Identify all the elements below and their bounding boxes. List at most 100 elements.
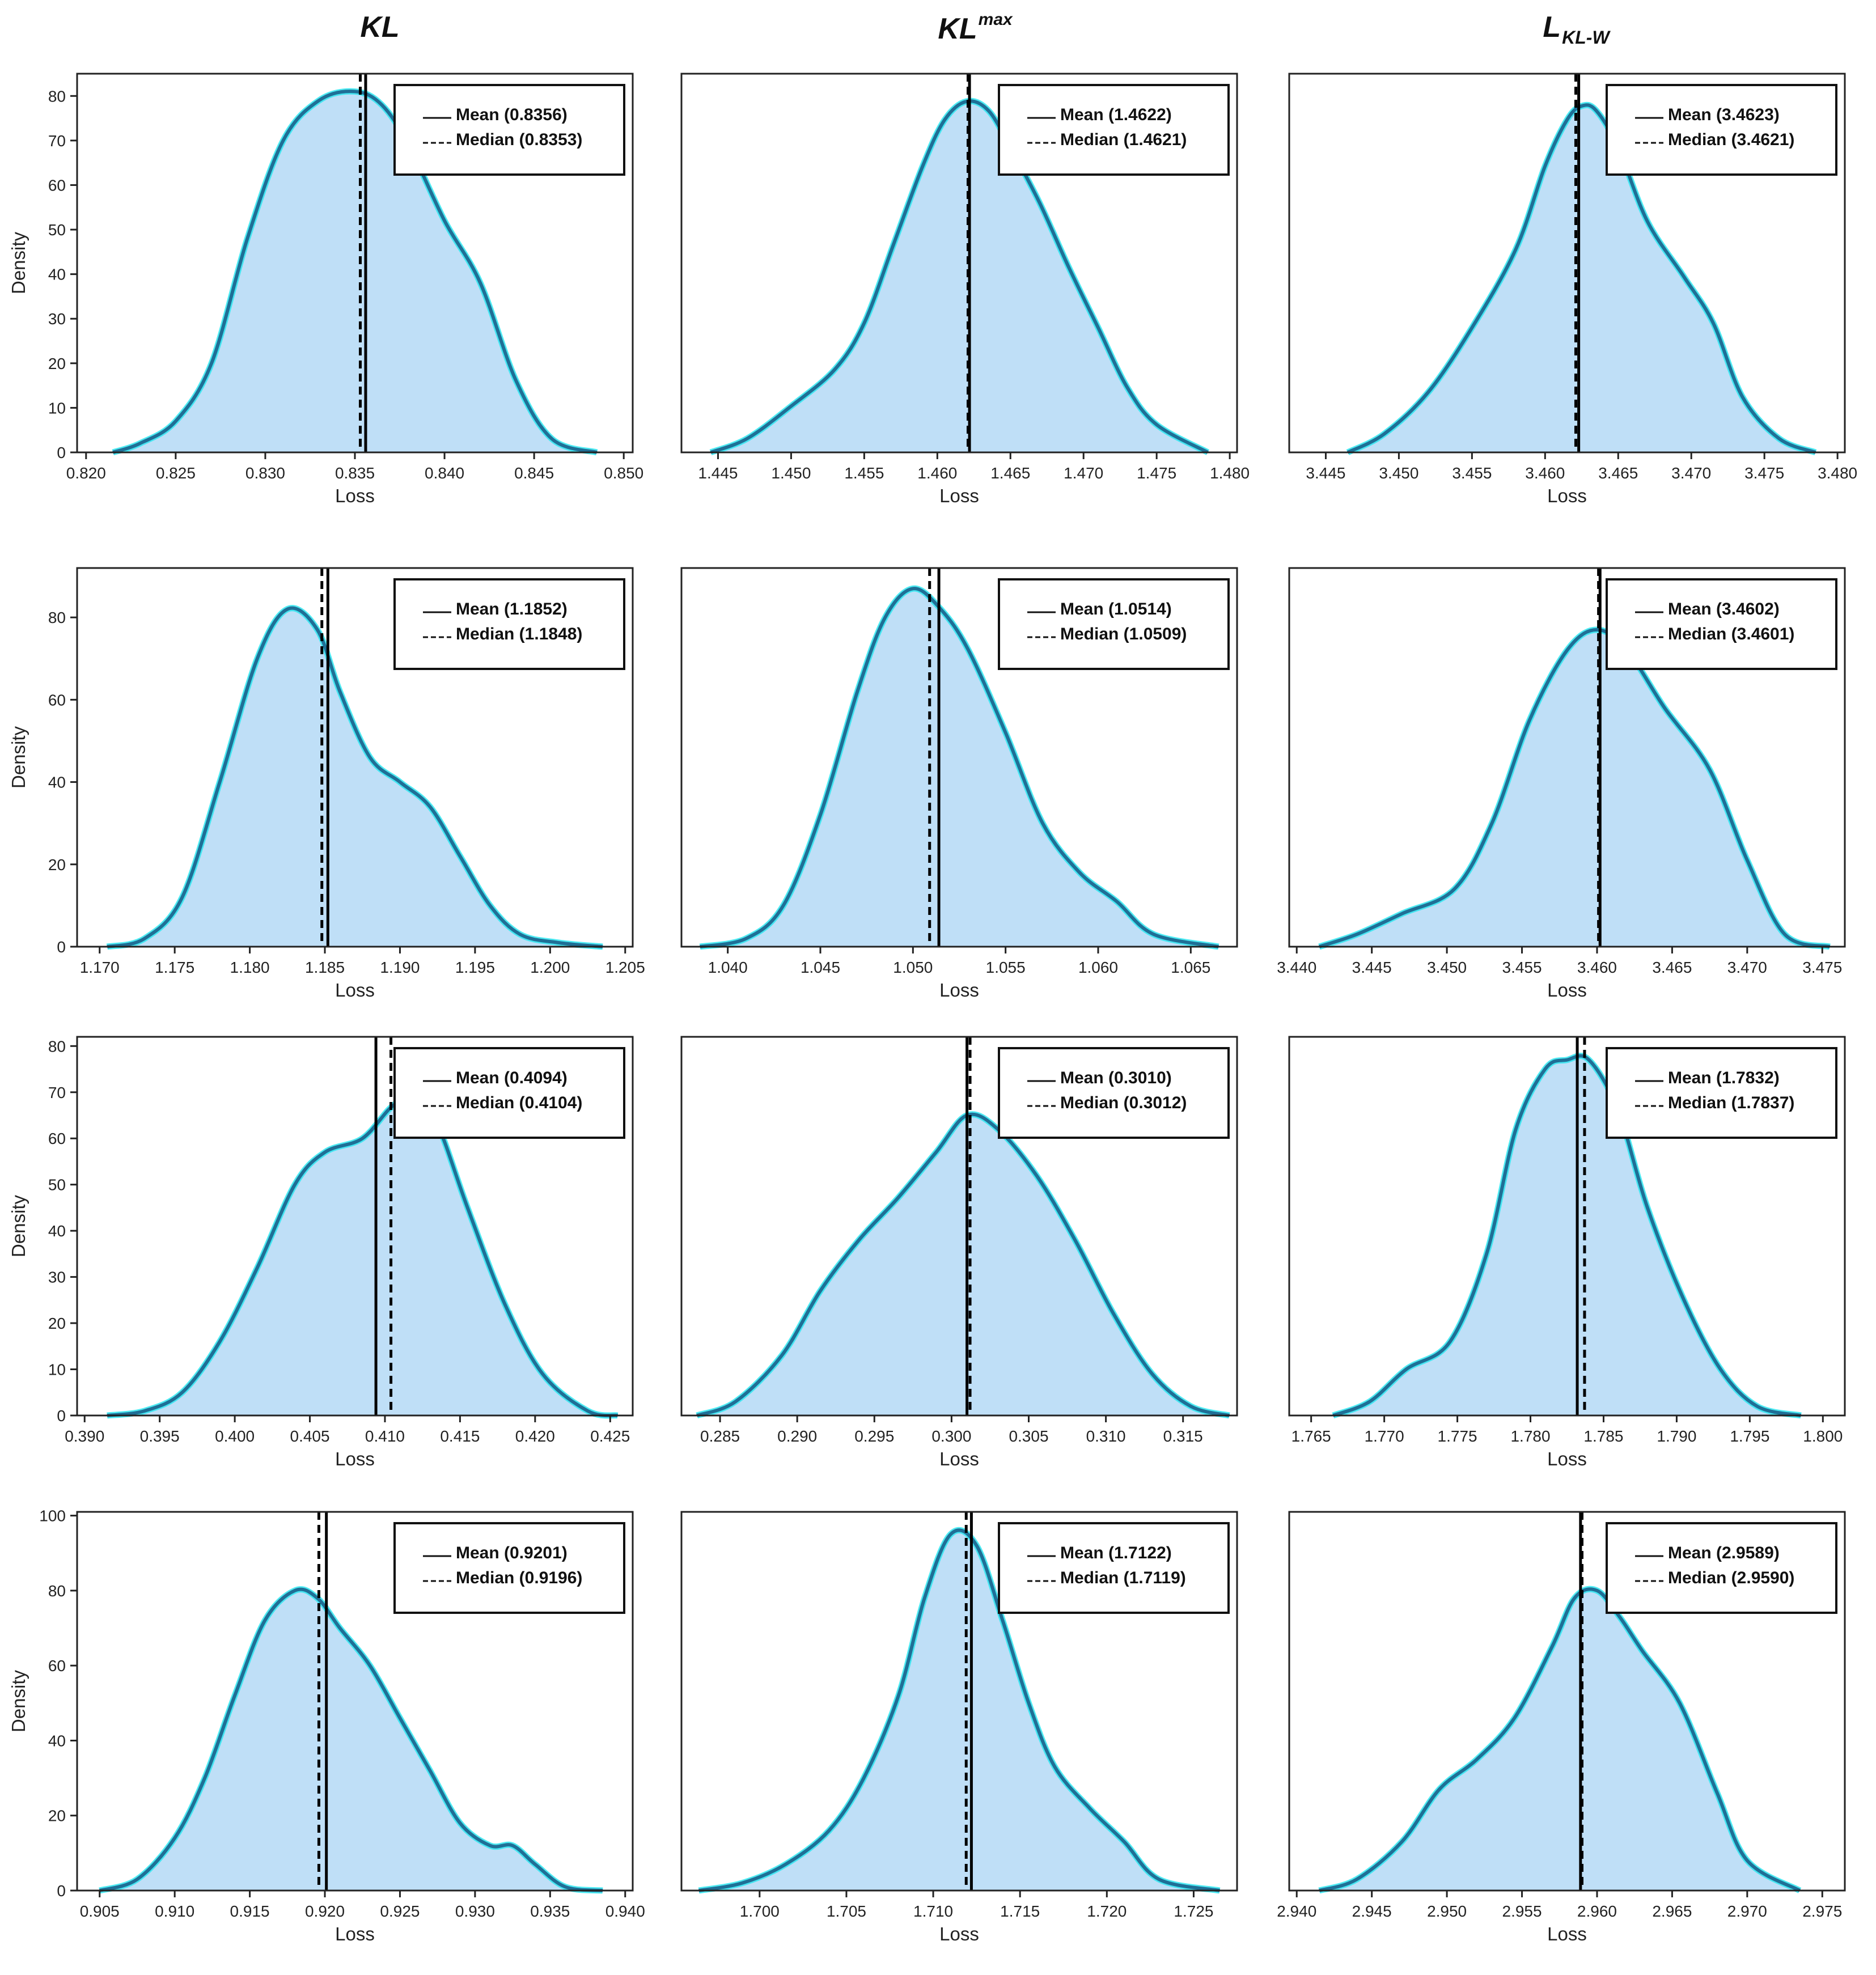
y-tick-label: 60 [48, 691, 66, 709]
x-tick-label: 1.185 [305, 959, 345, 976]
y-tick-label: 50 [48, 1176, 66, 1194]
x-tick-label: 0.410 [365, 1427, 405, 1445]
density-curve [1332, 1054, 1802, 1417]
column-titles: KL KLmax LKL-W [0, 0, 1876, 62]
y-tick-label: 0 [57, 444, 66, 461]
x-tick-label: 0.925 [380, 1902, 420, 1920]
x-tick-label: 3.445 [1352, 959, 1392, 976]
density-chart-r3-c2: 2.940 2.945 2.950 2.955 2.960 2.965 2.970 2.975… [1277, 1511, 1846, 1944]
legend-box [998, 578, 1230, 670]
legend-median-label: Median (0.3012) [1060, 1094, 1187, 1112]
density-curve [1319, 1587, 1801, 1892]
x-tick-label: 0.930 [455, 1902, 495, 1920]
y-tick-label: 80 [48, 87, 66, 105]
density-area [700, 588, 1219, 947]
legend-mean-label: Mean (1.4622) [1060, 105, 1172, 124]
x-axis-label: Loss [939, 1923, 979, 1944]
y-tick-label: 60 [48, 176, 66, 194]
x-tick-label: 2.945 [1352, 1902, 1392, 1920]
x-tick-label: 3.465 [1652, 959, 1692, 976]
density-area [697, 1114, 1230, 1415]
y-tick-label: 70 [48, 132, 66, 150]
x-tick-label: 1.780 [1510, 1427, 1550, 1445]
density-area [710, 101, 1208, 452]
x-axis-label: Loss [335, 1923, 375, 1944]
legend-mean-label: Mean (0.9201) [456, 1544, 568, 1562]
density-curve [112, 90, 598, 454]
legend-median-label: Median (3.4601) [1668, 625, 1794, 643]
x-tick-label: 0.910 [155, 1902, 194, 1920]
legend: Mean (1.4622) Median (1.4621) [998, 84, 1230, 176]
y-tick-label: 40 [48, 1222, 66, 1240]
x-tick-label: 0.825 [156, 464, 196, 482]
y-tick-label: 30 [48, 1269, 66, 1286]
x-tick-label: 2.940 [1277, 1902, 1316, 1920]
x-tick-label: 0.830 [245, 464, 285, 482]
y-tick-label: 20 [48, 355, 66, 372]
legend-median-label: Median (0.8353) [456, 130, 582, 149]
y-tick-label: 50 [48, 221, 66, 239]
x-tick-label: 1.040 [708, 959, 748, 976]
density-chart-r1-c2: 3.440 3.445 3.450 3.455 3.460 3.465 3.470 3.475… [1277, 567, 1846, 1001]
plot-frame [76, 1036, 634, 1417]
density-area [113, 91, 597, 452]
legend-median-label: Median (1.0509) [1060, 625, 1187, 643]
x-tick-label: 1.720 [1087, 1902, 1127, 1920]
density-curve [710, 99, 1209, 454]
x-tick-label: 0.935 [530, 1902, 570, 1920]
y-tick-label: 0 [57, 1882, 66, 1900]
density-chart-r2-c0: 0.390 0.395 0.400 0.405 0.410 0.415 0.420 0.425… [8, 1036, 634, 1469]
x-tick-label: 3.460 [1525, 464, 1565, 482]
x-tick-label: 0.905 [80, 1902, 120, 1920]
x-tick-label: 1.800 [1803, 1427, 1843, 1445]
column-title-kl-max: KLmax [938, 10, 1013, 45]
x-tick-label: 0.305 [1009, 1427, 1048, 1445]
legend: Mean (1.7122) Median (1.7119) [998, 1522, 1230, 1614]
x-tick-label: 0.315 [1163, 1427, 1203, 1445]
x-tick-label: 1.055 [986, 959, 1026, 976]
x-axis-label: Loss [1547, 1923, 1587, 1944]
legend-mean-label: Mean (1.0514) [1060, 600, 1172, 618]
y-tick-label: 80 [48, 609, 66, 626]
x-tick-label: 1.470 [1064, 464, 1103, 482]
x-tick-label: 1.180 [230, 959, 270, 976]
y-axis-label: Density [8, 231, 29, 294]
plot-frame [1288, 73, 1846, 454]
x-tick-label: 0.310 [1086, 1427, 1126, 1445]
legend-box [1606, 84, 1837, 176]
legend-median-label: Median (3.4621) [1668, 130, 1794, 149]
x-tick-label: 0.405 [290, 1427, 330, 1445]
plot-frame [1288, 1036, 1846, 1417]
density-area [1333, 1056, 1801, 1415]
density-area [698, 1530, 1220, 1891]
x-tick-label: 0.295 [854, 1427, 894, 1445]
density-area [107, 1096, 618, 1416]
legend: Mean (3.4602) Median (3.4601) [1606, 578, 1837, 670]
density-area [99, 1589, 603, 1891]
x-tick-label: 3.450 [1379, 464, 1418, 482]
y-tick-label: 20 [48, 1807, 66, 1825]
plot-frame [680, 567, 1238, 948]
x-tick-label: 0.300 [931, 1427, 971, 1445]
legend-mean-label: Mean (1.7832) [1668, 1069, 1780, 1087]
x-tick-label: 3.440 [1277, 959, 1316, 976]
x-tick-label: 3.455 [1452, 464, 1492, 482]
x-tick-label: 0.940 [605, 1902, 645, 1920]
x-tick-label: 0.915 [230, 1902, 270, 1920]
legend-box [1606, 1047, 1837, 1139]
x-tick-label: 1.200 [530, 959, 570, 976]
density-chart-r2-c2: 1.765 1.770 1.775 1.780 1.785 1.790 1.795 1.800… [1288, 1036, 1846, 1469]
legend: Mean (2.9589) Median (2.9590) [1606, 1522, 1837, 1614]
legend-box [393, 84, 625, 176]
legend-median-label: Median (1.4621) [1060, 130, 1187, 149]
density-curve [107, 1094, 618, 1418]
plot-frame [680, 73, 1238, 454]
legend-box [998, 1047, 1230, 1139]
density-curve [1319, 628, 1831, 948]
y-tick-label: 80 [48, 1037, 66, 1055]
y-axis-label: Density [8, 1669, 29, 1732]
x-tick-label: 1.480 [1210, 464, 1250, 482]
x-axis-label: Loss [335, 1448, 375, 1469]
x-axis-label: Loss [939, 1448, 979, 1469]
